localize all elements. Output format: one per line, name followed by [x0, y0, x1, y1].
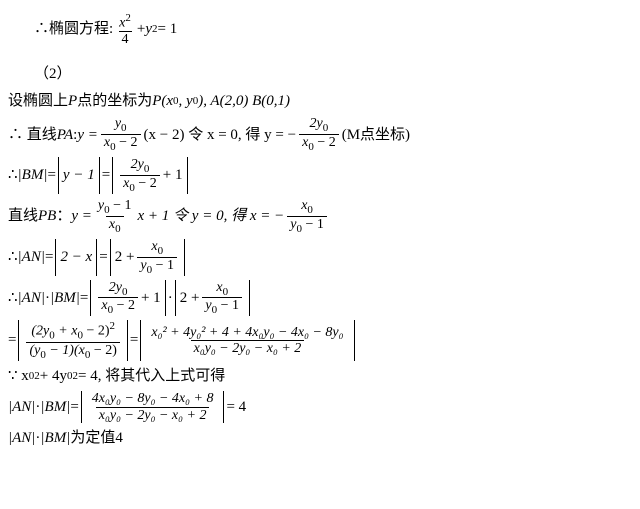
line-pa: ∴ 直线 PA : y = y0 x0 − 2 (x − 2) 令 x = 0,…: [8, 116, 640, 153]
line-conclusion: |AN| · |BM| 为定值4: [8, 427, 640, 450]
abs: 2 + x0 y0 − 1: [110, 239, 185, 276]
math-solution-page: ∴椭圆方程: x2 4 + y2 = 1 （2） 设椭圆上 P 点的坐标为 P(…: [0, 0, 640, 462]
abs: (2y0 + x0 − 2)2 (y0 − 1)(x0 − 2): [18, 320, 127, 360]
line-ellipse-eq: ∴椭圆方程: x2 4 + y2 = 1: [34, 12, 640, 47]
abs: 4x₀y₀ − 8y₀ − 4x₀ + 8 x₀y₀ − 2y₀ − x₀ + …: [81, 391, 225, 423]
fraction: x2 4: [116, 12, 134, 47]
abs: 2 + x0 y0 − 1: [175, 280, 250, 317]
line-p-coords: 设椭圆上 P 点的坐标为 P(x0 , y0 ), A(2,0) B(0,1): [8, 90, 640, 113]
var-y: y: [145, 18, 152, 41]
fraction: y0 − 1 x0: [95, 198, 135, 235]
abs: 2 − x: [55, 239, 97, 276]
abs: 2y0 x0 − 2 + 1: [112, 157, 187, 194]
line-since: ∵ x02 + 4y02 = 4, 将其代入上式可得: [8, 365, 640, 388]
abs: y − 1: [58, 157, 100, 194]
fraction: 2y0 x0 − 2: [299, 116, 339, 153]
line-pb: 直线 PB ： y = y0 − 1 x0 x + 1 令 y = 0, 得 x…: [8, 198, 640, 235]
fraction: x0 y0 − 1: [287, 198, 327, 235]
line-product: ∴ |AN| · |BM| = 2y0 x0 − 2 + 1 · 2 + x0 …: [8, 280, 640, 317]
text: ∴椭圆方程:: [34, 18, 113, 41]
abs: 2y0 x0 − 2 + 1: [90, 280, 165, 317]
line-bm: ∴ |BM| = y − 1 = 2y0 x0 − 2 + 1: [8, 157, 640, 194]
fraction: y0 x0 − 2: [101, 116, 141, 153]
line-expand: = (2y0 + x0 − 2)2 (y0 − 1)(x0 − 2) = x₀²…: [8, 320, 640, 360]
text: = 1: [158, 18, 178, 41]
line-an: ∴ |AN| = 2 − x = 2 + x0 y0 − 1: [8, 239, 640, 276]
section-marker: （2）: [34, 63, 640, 86]
line-result: |AN| · |BM| = 4x₀y₀ − 8y₀ − 4x₀ + 8 x₀y₀…: [8, 391, 640, 423]
abs: x₀² + 4y₀² + 4 + 4x₀y₀ − 4x₀ − 8y₀ x₀y₀ …: [140, 320, 354, 360]
